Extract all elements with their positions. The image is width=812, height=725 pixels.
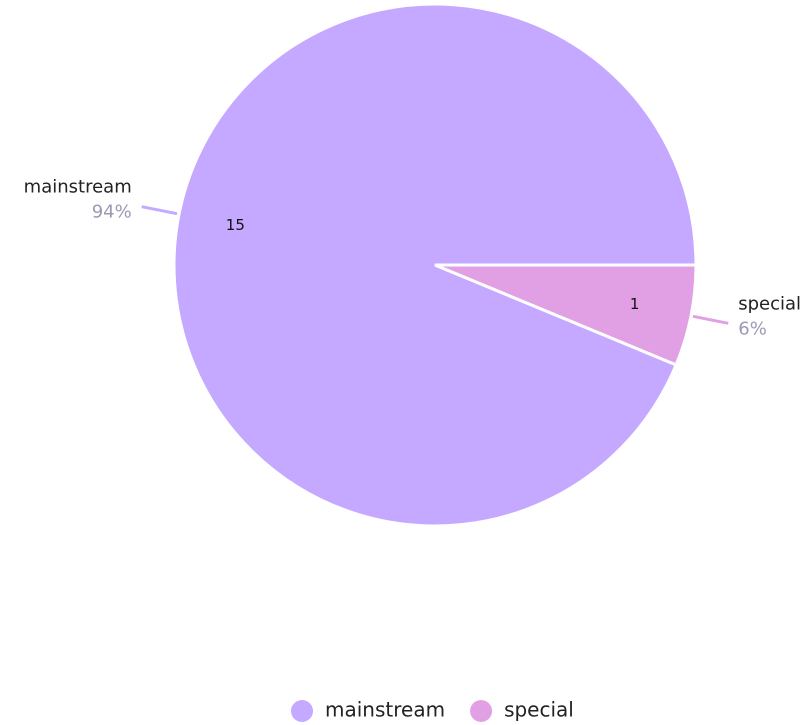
- slice-name-label: special: [738, 293, 801, 314]
- slice-percent-label: 6%: [738, 318, 767, 339]
- slice-name-label: mainstream: [24, 177, 132, 198]
- slice-value-label: 1: [630, 295, 640, 313]
- legend-label: mainstream: [325, 698, 445, 722]
- pie-slice: [434, 263, 698, 367]
- slice-value-label: 15: [226, 216, 245, 234]
- leader-line: [692, 314, 729, 325]
- slice-percent-label: 94%: [92, 202, 132, 223]
- leader-line: [141, 205, 178, 216]
- legend-label: special: [504, 698, 574, 722]
- legend-swatch: [470, 700, 493, 722]
- legend-swatch: [291, 700, 313, 722]
